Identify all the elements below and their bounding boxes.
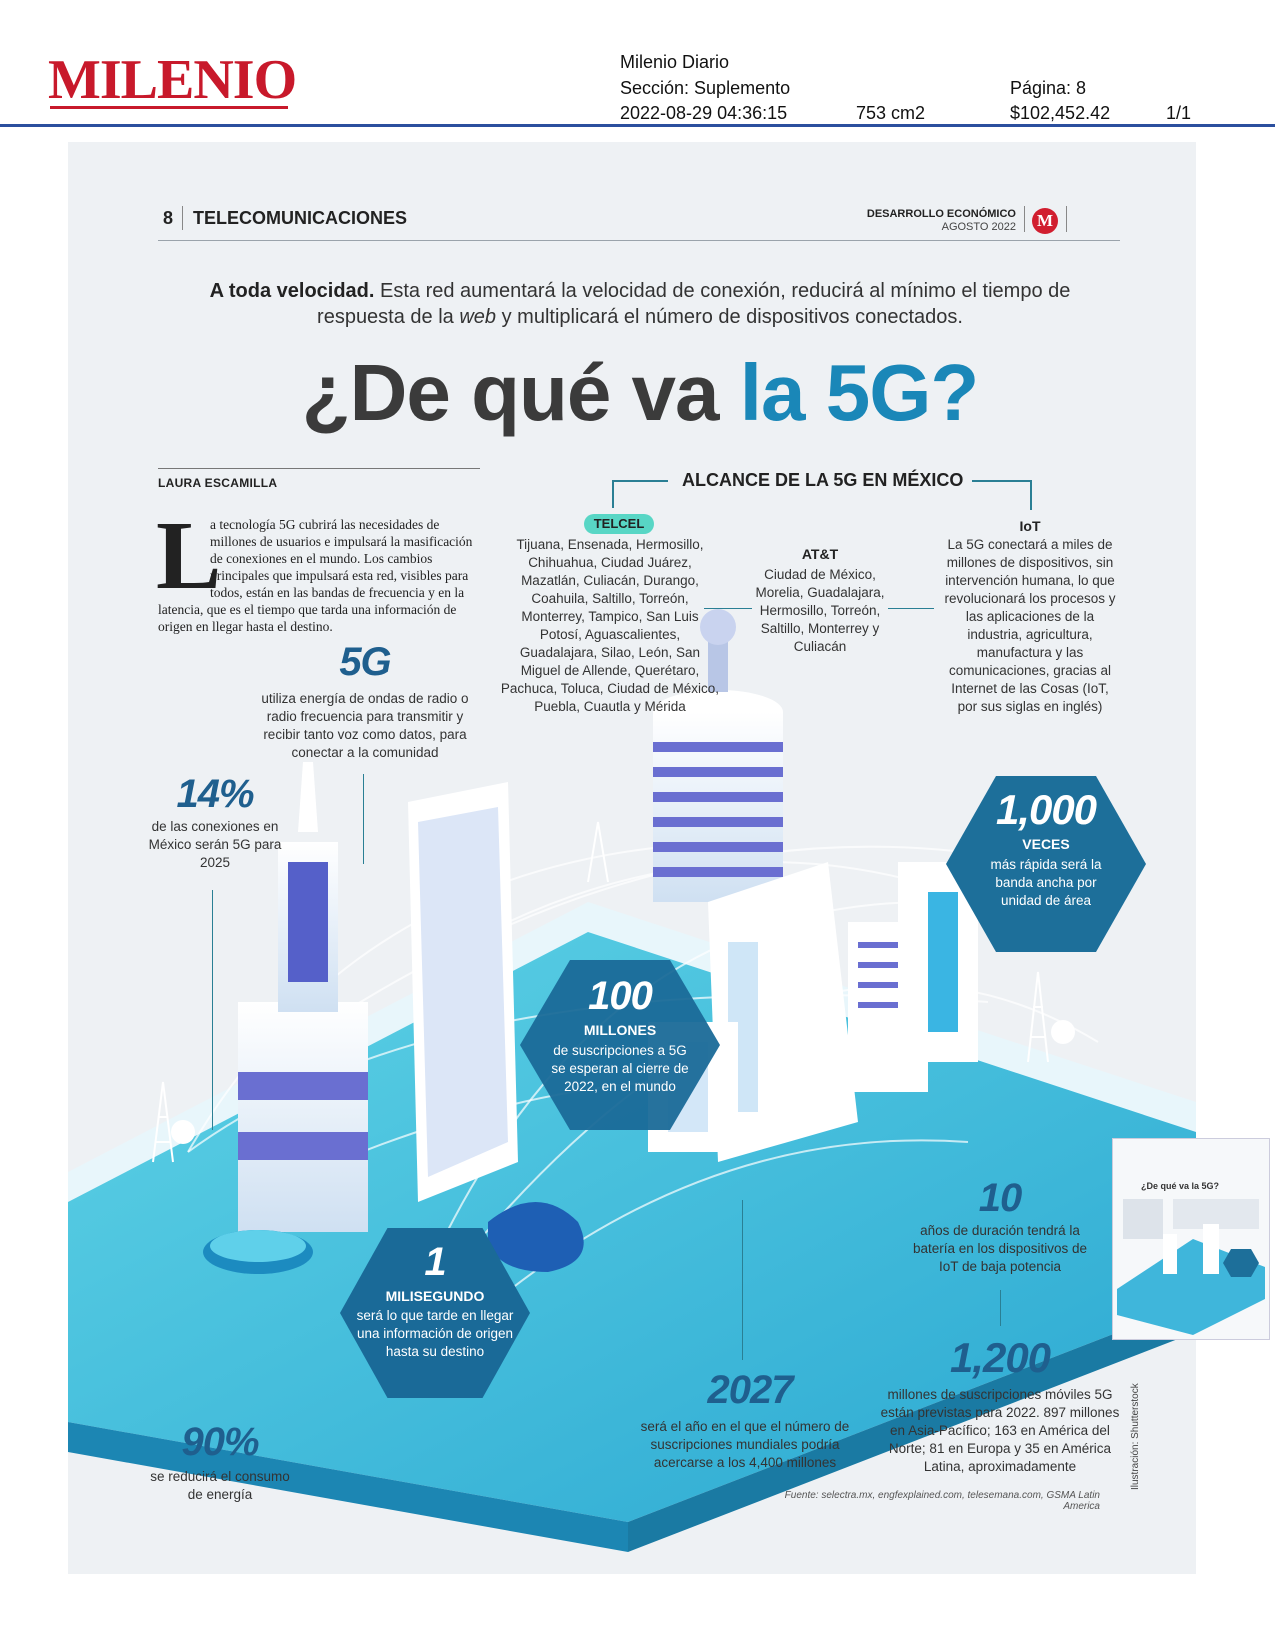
stat-2027-number: 2027: [707, 1368, 794, 1412]
stat-100-unit: MILLONES: [583, 1022, 657, 1038]
iot-label: IoT: [1019, 518, 1041, 534]
page-thumbnail: ¿De qué va la 5G?: [1112, 1138, 1270, 1340]
clipping-area: 753 cm2: [856, 103, 926, 123]
stat-5g-text: utiliza energía de ondas de radio o radi…: [261, 691, 469, 760]
telcel-badge: TELCEL: [584, 514, 654, 534]
thumbnail-title: ¿De qué va la 5G?: [1141, 1181, 1220, 1191]
iot-text: La 5G conectará a miles de millones de d…: [944, 537, 1116, 714]
page-header-separator: [182, 206, 183, 230]
milenio-logo: MILENIO: [48, 49, 297, 111]
reach-drop-left: [612, 480, 614, 508]
header-divider: [0, 124, 1275, 127]
reach-drop-right: [1030, 480, 1032, 510]
connector-telcel-att: [704, 608, 752, 609]
stat-100-text: de suscripciones a 5G se esperan al cier…: [551, 1043, 689, 1094]
stat-1ms-number: 1: [424, 1240, 446, 1284]
stat-10-text: años de duración tendrá la batería en lo…: [912, 1223, 1088, 1274]
stat-5g-leader: [363, 774, 364, 864]
supplement-date: AGOSTO 2022: [941, 221, 1016, 233]
connector-att-iot: [888, 608, 934, 609]
stat-1000-number: 1,000: [995, 786, 1097, 833]
supplement-name: DESARROLLO ECONÓMICO: [866, 208, 1016, 220]
byline: LAURA ESCAMILLA: [158, 476, 278, 490]
page-header-separator-end: [1066, 206, 1067, 232]
section-label: Sección: Suplemento: [620, 78, 791, 98]
stat-1000-text: más rápida será la banda ancha por unida…: [990, 857, 1102, 908]
clipping-value: $102,452.42: [1010, 103, 1111, 123]
lede: A toda velocidad. Esta red aumentará la …: [200, 278, 1080, 330]
milenio-m-icon: M: [1032, 208, 1058, 234]
page-title: ¿De qué va la 5G?: [200, 348, 1080, 438]
lede-italic: web: [459, 306, 497, 328]
page-number: 8: [163, 208, 174, 228]
logo-underline: [50, 106, 288, 109]
stat-1200-text: millones de suscripciones móviles 5G est…: [880, 1387, 1120, 1474]
stat-1200-number: 1,200: [949, 1334, 1051, 1381]
article-text: a tecnología 5G cubrirá las necesidades …: [158, 517, 473, 634]
telcel-cities: Tijuana, Ensenada, Hermosillo, Chihuahua…: [500, 537, 720, 714]
reach-line-left: [612, 480, 668, 482]
illustration-credit: Ilustración: Shutterstock: [1130, 1383, 1141, 1490]
section-title: TELECOMUNICACIONES: [193, 208, 408, 228]
stat-5g-number: 5G: [339, 640, 391, 684]
clipping-count: 1/1: [1166, 103, 1192, 123]
stat-100-number: 100: [588, 974, 653, 1018]
att-cities: Ciudad de México, Morelia, Guadalajara, …: [755, 567, 885, 654]
reach-line-right: [972, 480, 1032, 482]
lede-text-2: y multiplicará el número de dispositivos…: [496, 306, 963, 328]
stat-14pct-number: 14%: [176, 772, 254, 816]
att-label: AT&T: [801, 546, 839, 562]
city-illustration: [68, 609, 1196, 1552]
stat-1ms-hexagon: [340, 1228, 530, 1398]
reach-title: ALCANCE DE LA 5G EN MÉXICO: [682, 470, 964, 490]
stat-14pct-text: de las conexiones en México serán 5G par…: [148, 819, 282, 870]
title-part-2: la 5G?: [739, 348, 980, 437]
byline-rule: [158, 468, 480, 469]
page-header-rule: [158, 240, 1120, 241]
title-part-1: ¿De qué va: [301, 348, 740, 437]
article-body: a tecnología 5G cubrirá las necesidades …: [158, 516, 480, 635]
stat-90pct-text: se reducirá el consumo de energía: [150, 1469, 290, 1502]
stat-2027-leader: [742, 1200, 743, 1360]
stat-10-leader: [1000, 1290, 1001, 1326]
source-note: Fuente: selectra.mx, engfexplained.com, …: [784, 1490, 1100, 1512]
lede-text-1: Esta red aumentará la velocidad de conex…: [317, 280, 1071, 328]
clipping-datetime: 2022-08-29 04:36:15: [620, 103, 788, 123]
lede-bold: A toda velocidad.: [209, 280, 375, 302]
stat-1ms-unit: MILISEGUNDO: [385, 1288, 485, 1304]
stat-10-number: 10: [978, 1176, 1023, 1220]
stat-1000-unit: VECES: [1022, 836, 1070, 852]
stat-2027-text: será el año en el que el número de suscr…: [640, 1419, 850, 1470]
page-label: Página: 8: [1010, 78, 1087, 98]
publication-name: Milenio Diario: [620, 52, 730, 72]
page-header-separator-right: [1024, 206, 1025, 232]
stat-1ms-text: será lo que tarde en llegar una informac…: [356, 1308, 514, 1359]
stat-14pct-leader: [212, 890, 213, 1130]
stat-90pct-number: 90%: [181, 1420, 259, 1464]
